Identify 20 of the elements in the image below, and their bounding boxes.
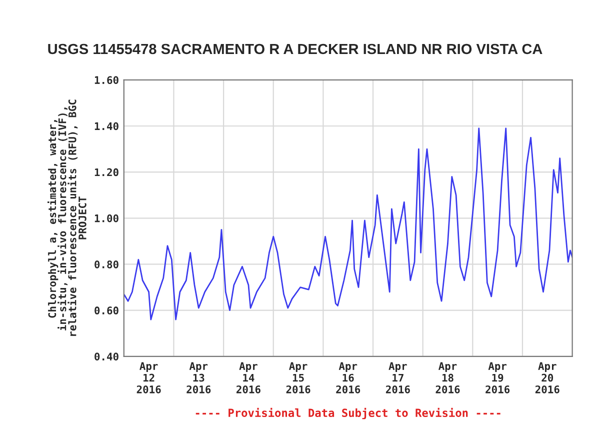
- x-tick-label: Apr 20 2016: [535, 362, 560, 394]
- x-tick-label: Apr 16 2016: [336, 362, 360, 394]
- x-tick-label: Apr 13 2016: [186, 362, 211, 394]
- y-tick-label: 1.20: [94, 168, 118, 176]
- y-tick-label: 1.60: [94, 76, 118, 84]
- y-axis-title: Chlorophyll a, estimated, water, in-situ, in-vivo fluorescence (IVF), relative fluorescence units (RFU), BGC PROJECT: [48, 100, 86, 336]
- line-series: [124, 128, 572, 320]
- x-tick-label: Apr 14 2016: [236, 362, 260, 394]
- x-tick-label: Apr 12 2016: [136, 362, 161, 394]
- y-tick-label: 1.40: [94, 122, 118, 130]
- x-tick-label: Apr 18 2016: [436, 362, 460, 394]
- chart-title: USGS 11455478 SACRAMENTO R A DECKER ISLAND NR RIO VISTA CA: [48, 44, 542, 54]
- y-tick-label: 0.60: [94, 306, 118, 314]
- y-tick-label: 0.80: [94, 260, 118, 268]
- y-tick-label: 0.40: [94, 352, 118, 361]
- x-tick-label: Apr 19 2016: [486, 362, 510, 394]
- text: ---- Provisional Data Subject to Revision ----: [196, 408, 500, 420]
- x-tick-label: Apr 15 2016: [286, 362, 310, 394]
- y-tick-label: 1.00: [94, 214, 118, 222]
- x-tick-label: Apr 17 2016: [386, 362, 410, 394]
